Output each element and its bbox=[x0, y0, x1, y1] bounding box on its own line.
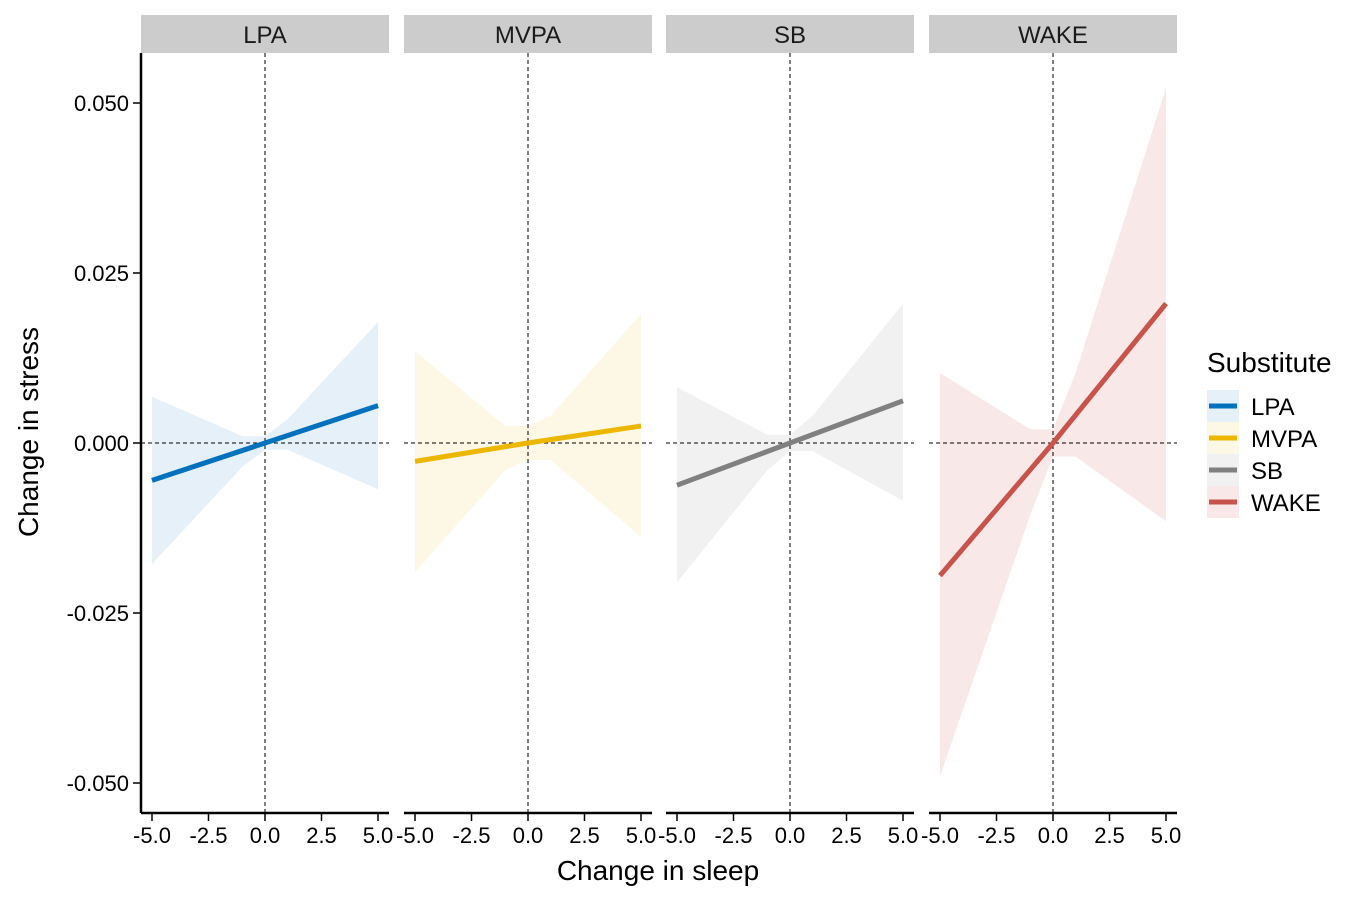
x-axis-title: Change in sleep bbox=[557, 855, 759, 886]
legend-item-wake: WAKE bbox=[1207, 486, 1321, 518]
x-tick-label: 2.5 bbox=[1094, 823, 1125, 848]
x-tick-label: -5.0 bbox=[396, 823, 434, 848]
panel-wake: WAKE bbox=[929, 15, 1177, 813]
x-tick-label: 0.0 bbox=[775, 823, 806, 848]
x-tick-label: -5.0 bbox=[921, 823, 959, 848]
legend-item-mvpa: MVPA bbox=[1207, 422, 1317, 454]
legend-label: MVPA bbox=[1251, 426, 1317, 453]
panel-mvpa: MVPA bbox=[404, 15, 652, 813]
legend-item-lpa: LPA bbox=[1207, 390, 1295, 422]
x-tick-label: -2.5 bbox=[453, 823, 491, 848]
x-tick-label: -2.5 bbox=[190, 823, 228, 848]
legend: Substitute LPA MVPA SB WAKE bbox=[1207, 347, 1332, 518]
x-tick-label: 0.0 bbox=[513, 823, 544, 848]
y-tick-label: -0.050 bbox=[67, 771, 129, 796]
x-tick-label: 2.5 bbox=[569, 823, 600, 848]
x-tick-label: -2.5 bbox=[978, 823, 1016, 848]
x-tick-label: 0.0 bbox=[250, 823, 281, 848]
strip-label-mvpa: MVPA bbox=[495, 22, 561, 49]
strip-label-wake: WAKE bbox=[1018, 22, 1088, 49]
x-tick-label: -5.0 bbox=[658, 823, 696, 848]
x-tick-label: 2.5 bbox=[831, 823, 862, 848]
x-tick-label: 5.0 bbox=[888, 823, 919, 848]
series-line-mvpa bbox=[414, 423, 642, 464]
strip-label-lpa: LPA bbox=[243, 22, 287, 49]
strip-wake bbox=[929, 15, 1177, 53]
x-tick-label: -5.0 bbox=[133, 823, 171, 848]
strip-label-sb: SB bbox=[774, 22, 806, 49]
strip-mvpa bbox=[404, 15, 652, 53]
series-line-sb bbox=[676, 398, 904, 488]
x-tick-label: 2.5 bbox=[306, 823, 337, 848]
y-tick-label: -0.025 bbox=[67, 601, 129, 626]
legend-label: WAKE bbox=[1251, 490, 1321, 517]
panels-layer: LPA MVPA SB WAKE bbox=[141, 15, 1177, 813]
y-tick-label: 0.025 bbox=[74, 261, 129, 286]
legend-label: LPA bbox=[1251, 394, 1295, 421]
strip-sb bbox=[666, 15, 914, 53]
x-tick-label: 5.0 bbox=[1151, 823, 1182, 848]
x-tick-label: 5.0 bbox=[626, 823, 657, 848]
series-line-lpa bbox=[151, 403, 379, 483]
legend-items: LPA MVPA SB WAKE bbox=[1207, 390, 1321, 518]
legend-item-sb: SB bbox=[1207, 454, 1283, 486]
y-tick-label: 0.050 bbox=[74, 91, 129, 116]
legend-title: Substitute bbox=[1207, 347, 1332, 378]
x-tick-label: 5.0 bbox=[363, 823, 394, 848]
panel-lpa: LPA bbox=[141, 15, 389, 813]
panel-sb: SB bbox=[666, 15, 914, 813]
axes-layer: -5.0 -2.5 0.0 2.5 5.0 -5.0 -2.5 0.0 2.5 5.0 -5.0 -2… bbox=[67, 53, 1182, 848]
x-tick-label: 0.0 bbox=[1038, 823, 1069, 848]
y-tick-label: 0.000 bbox=[74, 431, 129, 456]
strip-lpa bbox=[141, 15, 389, 53]
series-line-wake bbox=[938, 302, 1168, 578]
y-axis-title: Change in stress bbox=[13, 327, 44, 537]
legend-label: SB bbox=[1251, 458, 1283, 485]
x-tick-label: -2.5 bbox=[715, 823, 753, 848]
